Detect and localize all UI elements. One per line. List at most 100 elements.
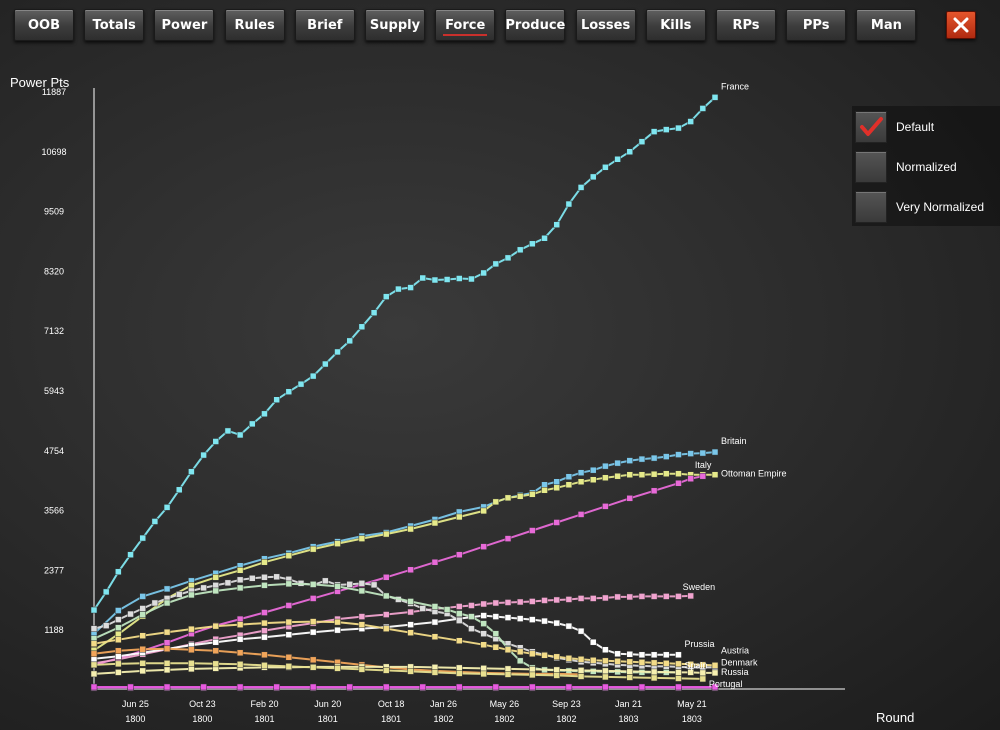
data-point <box>309 372 317 380</box>
data-point <box>443 606 451 613</box>
data-point <box>236 683 244 691</box>
data-point <box>602 462 609 470</box>
series-end-label: Britain <box>721 436 747 446</box>
tab-label: RPs <box>732 17 760 33</box>
tab-produce[interactable]: Produce <box>505 9 566 41</box>
data-point <box>711 471 719 478</box>
x-tick-label: Jun 20 <box>314 699 341 709</box>
tab-totals[interactable]: Totals <box>84 9 145 41</box>
y-tick-label: 8320 <box>44 266 64 276</box>
tab-brief[interactable]: Brief <box>294 9 355 41</box>
data-point <box>261 609 268 616</box>
y-axis-label: Power Pts <box>10 75 70 90</box>
data-point <box>200 584 207 592</box>
data-point <box>468 625 475 632</box>
view-mode-default[interactable]: Default <box>855 111 1000 143</box>
y-tick-label: 11887 <box>42 87 66 97</box>
data-point <box>115 647 122 655</box>
data-point <box>139 632 146 639</box>
data-point <box>480 507 487 515</box>
data-point <box>480 600 487 608</box>
data-point <box>419 605 427 612</box>
tab-rules[interactable]: Rules <box>224 9 285 41</box>
data-point <box>261 662 268 669</box>
y-tick-label: 4754 <box>44 446 64 456</box>
data-point <box>188 591 195 599</box>
data-point <box>589 173 597 181</box>
data-point <box>90 640 98 647</box>
data-point <box>663 126 670 133</box>
view-mode-very-normalized[interactable]: Very Normalized <box>855 191 1000 223</box>
x-tick-label: Jan 26 <box>430 699 457 709</box>
data-point <box>456 637 463 644</box>
data-point <box>468 275 475 283</box>
data-point <box>638 683 646 691</box>
data-point <box>504 671 512 678</box>
data-point <box>431 618 439 626</box>
data-point <box>687 475 694 482</box>
data-point <box>504 646 512 654</box>
tab-losses[interactable]: Losses <box>575 9 636 41</box>
data-point <box>285 580 293 588</box>
view-mode-normalized[interactable]: Normalized <box>855 151 1000 183</box>
data-point <box>236 576 244 584</box>
checkbox[interactable] <box>855 151 887 183</box>
data-point <box>650 659 658 667</box>
view-mode-label: Very Normalized <box>896 200 985 214</box>
data-point <box>626 457 634 464</box>
data-point <box>382 592 390 600</box>
data-point <box>663 660 670 667</box>
data-point <box>309 618 317 625</box>
data-point <box>602 594 609 602</box>
data-point <box>492 260 500 268</box>
data-point <box>504 599 512 606</box>
data-point <box>188 625 195 633</box>
data-point <box>565 473 573 480</box>
tab-label: Supply <box>369 17 421 33</box>
data-point <box>699 472 707 480</box>
data-point <box>687 592 694 600</box>
data-point <box>638 138 646 145</box>
data-point <box>480 641 487 648</box>
data-point <box>285 631 293 638</box>
tab-kills[interactable]: Kills <box>645 9 706 41</box>
tab-rps[interactable]: RPs <box>716 9 776 41</box>
data-point <box>529 491 536 498</box>
checkmark-icon <box>860 117 883 136</box>
tab-man[interactable]: Man <box>856 9 917 41</box>
data-point <box>273 573 280 581</box>
data-point <box>650 593 658 600</box>
data-point <box>711 448 719 456</box>
checkbox[interactable] <box>855 191 887 223</box>
data-point <box>236 584 244 592</box>
tab-power[interactable]: Power <box>154 9 215 41</box>
tab-force[interactable]: Force <box>435 9 496 41</box>
close-button[interactable] <box>946 11 976 39</box>
data-point <box>468 602 475 609</box>
data-point <box>480 543 487 550</box>
data-point <box>309 545 317 553</box>
data-point <box>577 673 585 680</box>
data-point <box>334 618 341 626</box>
tab-supply[interactable]: Supply <box>365 9 425 41</box>
data-point <box>407 598 414 605</box>
data-point <box>456 603 463 610</box>
checkbox[interactable] <box>855 111 887 143</box>
data-point <box>614 459 621 467</box>
data-point <box>115 669 122 676</box>
data-point <box>322 577 329 585</box>
data-point <box>139 611 146 618</box>
data-point <box>541 487 548 494</box>
data-point <box>188 665 195 673</box>
data-point <box>163 660 171 667</box>
data-point <box>163 639 171 646</box>
data-point <box>407 668 414 675</box>
tab-oob[interactable]: OOB <box>14 9 74 41</box>
data-point <box>638 659 646 666</box>
data-point <box>285 552 293 559</box>
data-point <box>224 427 232 435</box>
tab-pps[interactable]: PPs <box>786 9 847 41</box>
data-point <box>139 660 146 667</box>
data-point <box>224 579 232 587</box>
data-point <box>407 608 414 616</box>
